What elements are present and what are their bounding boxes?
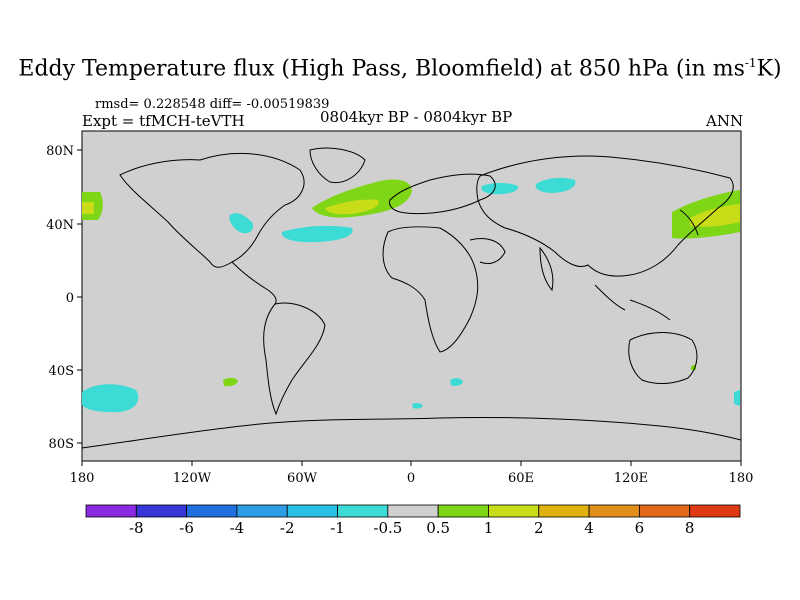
colorbar-label: 2 (534, 519, 544, 537)
map-background (81, 130, 742, 462)
colorbar-label: -8 (129, 519, 144, 537)
lon-label: 120E (614, 471, 648, 486)
colorbar-box (337, 504, 389, 518)
patch-scandinavia-cyan (481, 183, 519, 195)
colorbar-label: -6 (179, 519, 194, 537)
lon-label: 120W (173, 471, 212, 486)
coast-south-america (263, 302, 326, 416)
patch-west-edge-yellow (82, 202, 94, 214)
lat-label: 0 (66, 291, 74, 306)
colorbar-label: 4 (584, 519, 594, 537)
season-label: ANN (706, 112, 744, 130)
coast-antarctica (81, 416, 742, 449)
colorbar (85, 504, 741, 518)
patch-north-atlantic-yellow (325, 199, 379, 215)
colorbar-box (135, 504, 188, 518)
colorbar-box (236, 504, 288, 518)
colorbar-label: -2 (280, 519, 295, 537)
axis-ticks (77, 149, 742, 466)
figure-title: Eddy Temperature flux (High Pass, Bloomf… (18, 56, 782, 82)
patch-siberia-cyan (535, 177, 576, 193)
patch-south-small-cyan (450, 378, 463, 386)
lon-labels: 180 120W 60W 0 60E 120E 180 (70, 471, 754, 486)
colorbar-box (286, 504, 338, 518)
lat-label: 40S (49, 364, 74, 379)
colorbar-label: 8 (685, 519, 695, 537)
experiment-label: Expt = tfMCH-teVTH (82, 112, 245, 130)
lat-labels: 80N 40N 0 40S 80S (46, 144, 74, 452)
coast-africa (382, 226, 479, 353)
lat-label: 80N (46, 144, 74, 159)
colorbar-label: -0.5 (373, 519, 402, 537)
coast-southeast-asia (594, 284, 671, 321)
colorbar-label: 0.5 (426, 519, 450, 537)
patch-south-pacific-cyan (82, 384, 139, 413)
colorbar-box (387, 504, 439, 518)
coast-japan (679, 209, 699, 236)
patch-pacific-yellow (690, 204, 740, 227)
colorbar-box (588, 504, 640, 518)
coastlines (81, 147, 742, 449)
stats-text: rmsd= 0.228548 diff= -0.00519839 (95, 97, 330, 112)
coast-greenland (309, 147, 366, 184)
anomaly-patches (82, 177, 740, 413)
colorbar-box (638, 504, 691, 518)
colorbar-label: 6 (635, 519, 645, 537)
lat-label: 40N (46, 218, 74, 233)
coast-north-america (119, 153, 305, 268)
colorbar-labels: -8 -6 -4 -2 -1 -0.5 0.5 1 2 4 6 8 (129, 519, 694, 537)
colorbar-box (437, 504, 489, 518)
colorbar-label: -1 (330, 519, 345, 537)
coast-central-america (231, 261, 277, 305)
colorbar-box (538, 504, 590, 518)
lon-label: 60W (287, 471, 318, 486)
coast-europe (389, 173, 496, 214)
patch-south-atlantic-cyan (412, 402, 423, 409)
coast-asia (476, 155, 734, 277)
colorbar-box (488, 504, 540, 518)
patch-na-cyan (229, 213, 254, 234)
lon-label: 0 (407, 471, 415, 486)
colorbar-box (85, 504, 137, 518)
colorbar-box (186, 504, 238, 518)
lat-label: 80S (49, 437, 74, 452)
patch-atlantic-cyan (281, 225, 353, 243)
lon-label: 180 (729, 471, 754, 486)
colorbar-label: 1 (484, 519, 494, 537)
patch-south-small-green (223, 377, 238, 387)
lon-label: 180 (70, 471, 95, 486)
lon-label: 60E (508, 471, 534, 486)
colorbar-label: -4 (230, 519, 245, 537)
patch-east-edge-cyan (734, 390, 740, 406)
coast-australia (628, 332, 698, 384)
colorbar-box (689, 504, 741, 518)
period-label: 0804kyr BP - 0804kyr BP (320, 108, 513, 126)
coast-arabia-india (469, 238, 554, 292)
